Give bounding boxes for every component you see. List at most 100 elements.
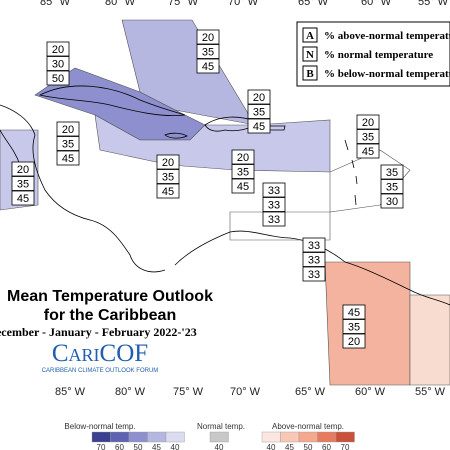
probability-box xyxy=(342,319,366,334)
longitude-label: 75° W xyxy=(168,0,199,8)
legend-tick: 45 xyxy=(285,443,294,450)
longitude-label: 70° W xyxy=(228,0,259,8)
probability-value: 35 xyxy=(237,167,249,179)
key-box: A % above-normal temperature N % normal tem… xyxy=(296,21,450,87)
probability-value: 33 xyxy=(268,200,280,212)
probability-value: 33 xyxy=(268,185,280,197)
longitude-label: 70° W xyxy=(230,386,261,398)
probability-value: 35 xyxy=(362,132,374,144)
probability-box xyxy=(302,252,326,267)
legend-swatch xyxy=(261,431,281,443)
probability-box xyxy=(11,176,35,191)
key-text: % below-normal temperature xyxy=(324,68,450,80)
longitude-label: 55° W xyxy=(415,386,446,398)
probability-value: 20 xyxy=(17,164,29,176)
probability-box xyxy=(262,211,286,227)
legend-swatch xyxy=(165,431,185,443)
probability-box xyxy=(11,190,35,206)
map-regions xyxy=(0,19,450,386)
probability-box xyxy=(247,118,271,134)
probability-box xyxy=(46,56,70,71)
legend-title: Above-normal temp. xyxy=(272,422,344,431)
legend-swatch xyxy=(335,431,355,443)
key-text: % normal temperature xyxy=(324,49,433,61)
probability-value: 45 xyxy=(253,121,265,133)
coast-cuba xyxy=(38,85,186,117)
probability-value: 45 xyxy=(162,186,174,198)
probability-box xyxy=(11,161,35,177)
probability-value: 45 xyxy=(17,193,29,205)
key-letter: A xyxy=(306,30,314,42)
legend-swatch xyxy=(128,431,148,443)
legend-swatch xyxy=(110,431,130,443)
probability-value: 20 xyxy=(202,32,214,44)
probability-box xyxy=(56,150,80,166)
probability-box xyxy=(356,114,380,130)
longitude-labels-top: 85° W 80° W 75° W 70° W 65° W 60° W 55° W xyxy=(40,0,449,8)
key-letter: N xyxy=(306,49,314,61)
probability-box xyxy=(231,164,255,179)
region-bahamas xyxy=(121,19,256,126)
probability-value: 45 xyxy=(202,61,214,73)
probability-box xyxy=(302,237,326,253)
legend-swatch xyxy=(147,431,167,443)
legend-tick: 50 xyxy=(134,443,143,450)
legend-tick: 50 xyxy=(304,443,313,450)
legend-tick: 40 xyxy=(267,443,276,450)
probability-box xyxy=(356,143,380,159)
title-line1: Mean Temperature Outlook xyxy=(7,288,213,305)
probability-value: 35 xyxy=(253,107,265,119)
probability-value: 20 xyxy=(253,92,265,104)
legend-swatch xyxy=(91,431,111,443)
key-letter-box xyxy=(302,46,318,62)
longitude-label: 80° W xyxy=(115,386,146,398)
probability-value: 35 xyxy=(17,179,29,191)
probability-value: 30 xyxy=(386,196,398,208)
probability-box xyxy=(56,121,80,137)
probability-value: 35 xyxy=(162,172,174,184)
probability-box xyxy=(156,154,180,170)
probability-box xyxy=(262,197,286,212)
longitude-label: 65° W xyxy=(298,0,329,8)
probability-box xyxy=(46,70,70,86)
probability-value: 35 xyxy=(62,139,74,151)
probability-value: 20 xyxy=(52,44,64,56)
title-block: Mean Temperature Outlook for the Caribbe… xyxy=(0,288,213,374)
coast-hispaniola xyxy=(204,116,259,132)
probability-value: 20 xyxy=(162,157,174,169)
legend-tick: 60 xyxy=(115,443,124,450)
legend-tick: 70 xyxy=(97,443,106,450)
legend-swatch xyxy=(280,431,300,443)
longitude-label: 60° W xyxy=(361,0,392,8)
region-greater-antilles xyxy=(94,114,331,173)
legend-title: Normal temp. xyxy=(197,422,245,431)
legend-swatch xyxy=(298,431,318,443)
probability-value: 35 xyxy=(386,167,398,179)
probability-box xyxy=(196,29,220,45)
probability-value: 33 xyxy=(308,269,320,281)
probability-value: 50 xyxy=(52,73,64,85)
coast-central-america xyxy=(0,104,166,273)
probability-value: 30 xyxy=(52,59,64,71)
legend-tick: 40 xyxy=(171,443,180,450)
probability-box xyxy=(196,44,220,59)
legend-tick: 40 xyxy=(215,443,224,450)
probability-value: 45 xyxy=(348,307,360,319)
probability-value: 45 xyxy=(362,146,374,158)
title-line2: for the Caribbean xyxy=(44,307,176,324)
legend-tick: 70 xyxy=(341,443,350,450)
longitude-label: 65° W xyxy=(295,386,326,398)
logo-name: CariCOF xyxy=(52,340,148,367)
probability-box xyxy=(302,266,326,282)
probability-value: 35 xyxy=(386,182,398,194)
legend-swatch xyxy=(317,431,337,443)
region-guyana xyxy=(324,261,411,386)
probability-box xyxy=(356,129,380,144)
legend-tick: 45 xyxy=(152,443,161,450)
probability-box xyxy=(56,136,80,151)
key-letter-box xyxy=(302,65,318,81)
legend-tick: 60 xyxy=(322,443,331,450)
probability-value: 45 xyxy=(62,153,74,165)
key-letter: B xyxy=(306,68,314,80)
